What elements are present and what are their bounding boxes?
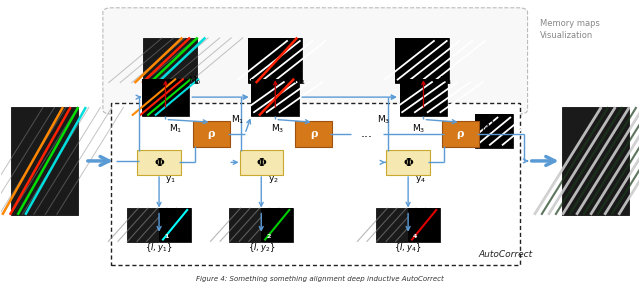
Text: ρ: ρ xyxy=(457,129,464,139)
Text: y$_2$: y$_2$ xyxy=(268,174,278,186)
Text: M$_3$: M$_3$ xyxy=(378,114,391,126)
Text: M$_3$: M$_3$ xyxy=(412,122,425,135)
FancyBboxPatch shape xyxy=(261,208,293,242)
Text: 1: 1 xyxy=(164,233,168,239)
FancyBboxPatch shape xyxy=(399,79,447,115)
FancyBboxPatch shape xyxy=(395,38,449,83)
FancyBboxPatch shape xyxy=(474,114,513,148)
Text: 2: 2 xyxy=(266,233,271,239)
Text: Φ: Φ xyxy=(257,157,266,168)
FancyBboxPatch shape xyxy=(159,208,191,242)
Text: $\{I, y_1\}$: $\{I, y_1\}$ xyxy=(145,241,173,254)
FancyBboxPatch shape xyxy=(387,150,430,175)
Text: M$_3$: M$_3$ xyxy=(271,122,285,135)
FancyBboxPatch shape xyxy=(11,107,77,215)
FancyBboxPatch shape xyxy=(138,150,180,175)
FancyBboxPatch shape xyxy=(408,208,440,242)
FancyBboxPatch shape xyxy=(474,114,513,148)
FancyBboxPatch shape xyxy=(143,38,197,83)
FancyBboxPatch shape xyxy=(193,121,230,146)
Text: y$_4$: y$_4$ xyxy=(415,174,426,186)
FancyBboxPatch shape xyxy=(229,208,293,242)
Text: M$_0$: M$_0$ xyxy=(188,74,201,87)
FancyBboxPatch shape xyxy=(111,103,520,265)
FancyBboxPatch shape xyxy=(295,121,332,146)
FancyBboxPatch shape xyxy=(141,79,189,115)
FancyBboxPatch shape xyxy=(239,150,283,175)
Text: ...: ... xyxy=(360,127,372,141)
FancyBboxPatch shape xyxy=(103,8,527,114)
FancyBboxPatch shape xyxy=(127,208,191,242)
Text: AutoCorrect: AutoCorrect xyxy=(478,250,532,259)
FancyBboxPatch shape xyxy=(376,208,440,242)
Text: y$_1$: y$_1$ xyxy=(166,174,177,186)
Text: Φ: Φ xyxy=(154,157,164,168)
FancyBboxPatch shape xyxy=(141,79,189,115)
Text: ρ: ρ xyxy=(310,129,317,139)
Text: Memory maps
Visualization: Memory maps Visualization xyxy=(540,19,600,40)
FancyBboxPatch shape xyxy=(252,79,300,115)
Text: M$_1$: M$_1$ xyxy=(292,74,306,87)
FancyBboxPatch shape xyxy=(399,79,447,115)
Text: 4: 4 xyxy=(413,233,418,239)
Text: M$_3$: M$_3$ xyxy=(440,74,452,87)
FancyBboxPatch shape xyxy=(248,38,303,83)
Text: $\{I, y_2\}$: $\{I, y_2\}$ xyxy=(248,241,275,254)
Text: M$_1$: M$_1$ xyxy=(169,122,182,135)
FancyBboxPatch shape xyxy=(248,38,303,83)
Text: M$_4$: M$_4$ xyxy=(481,123,494,135)
Text: $\{I, y_4\}$: $\{I, y_4\}$ xyxy=(394,241,422,254)
Text: M$_4$: M$_4$ xyxy=(481,114,495,126)
FancyBboxPatch shape xyxy=(395,38,449,83)
Text: Φ: Φ xyxy=(403,157,413,168)
Text: ρ: ρ xyxy=(208,129,215,139)
FancyBboxPatch shape xyxy=(252,79,300,115)
Text: Figure 4: Something something alignment deep inductive AutoCorrect: Figure 4: Something something alignment … xyxy=(196,276,444,282)
FancyBboxPatch shape xyxy=(563,107,629,215)
FancyBboxPatch shape xyxy=(442,121,479,146)
Text: M$_1$: M$_1$ xyxy=(230,114,244,126)
